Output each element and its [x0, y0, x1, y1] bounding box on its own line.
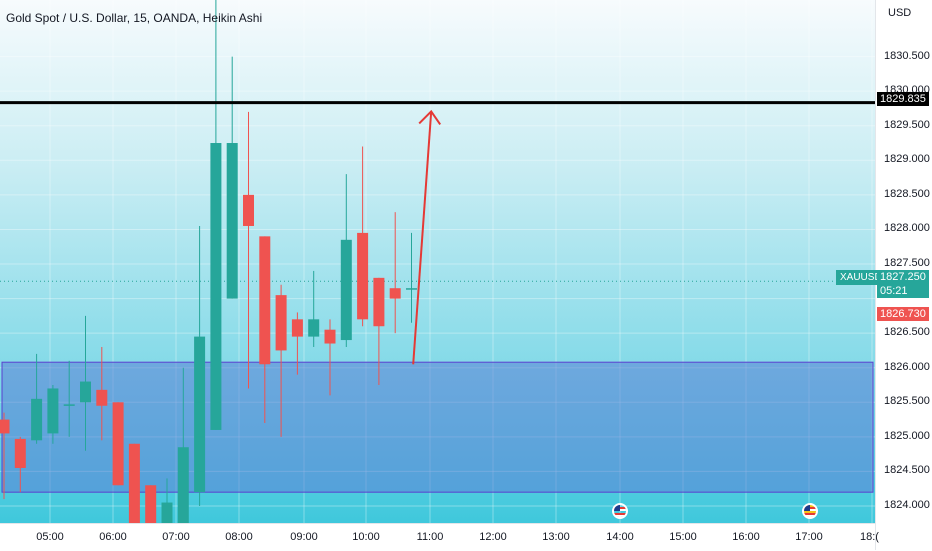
us-flag-icon[interactable] — [802, 503, 818, 519]
price-tick-label: 1825.500 — [884, 395, 930, 408]
price-tick-label: 1825.000 — [884, 429, 930, 442]
demand-zone-rectangle — [1, 361, 874, 493]
price-tick-label: 1827.500 — [884, 257, 930, 269]
time-tick-label: 07:00 — [162, 531, 190, 543]
candle-body — [340, 239, 352, 341]
candle-body — [291, 319, 303, 337]
price-tick-label: 1824.500 — [884, 464, 930, 477]
candle-body — [177, 447, 189, 523]
candle-body — [14, 438, 26, 468]
time-tick-label: 10:00 — [352, 531, 380, 543]
candle-body — [275, 295, 287, 351]
time-tick-label: 12:00 — [479, 531, 507, 543]
candle-body — [389, 288, 401, 299]
price-tick-label: 1829.500 — [884, 118, 930, 131]
projection-arrow-shaft — [412, 111, 433, 365]
price-tick-label: 1828.500 — [884, 187, 930, 200]
currency-label: USD — [888, 7, 912, 19]
countdown-timer: 05:21 — [880, 285, 908, 297]
candle-body — [259, 236, 271, 365]
candle-body — [145, 485, 157, 523]
time-tick-label: 08:00 — [225, 531, 253, 543]
price-tick-label: 1830.500 — [884, 49, 930, 62]
price-tick-label: 1826.500 — [884, 326, 930, 339]
candle-body — [0, 419, 10, 434]
candle-body — [357, 232, 369, 320]
time-axis[interactable] — [0, 523, 875, 551]
chart-canvas[interactable] — [0, 0, 875, 523]
time-tick-label: 11:00 — [416, 531, 444, 543]
candle-body — [243, 194, 254, 226]
price-tick-label: 1824.000 — [884, 499, 930, 511]
last-price-value: 1827.250 — [880, 271, 926, 283]
candle-body — [373, 277, 385, 327]
price-tick-label: 1829.000 — [884, 153, 930, 166]
projection-arrow-head — [418, 109, 442, 126]
candle-body — [161, 502, 173, 523]
us-flag-icon[interactable] — [612, 503, 628, 519]
price-tick-label: 1826.000 — [884, 360, 930, 373]
time-tick-label: 17:00 — [795, 531, 823, 543]
candle-body — [194, 336, 206, 493]
time-tick-label: 09:00 — [290, 531, 318, 543]
candle-body — [31, 398, 43, 441]
candle-body — [210, 143, 222, 430]
last-price-tag: 1827.250 05:21 — [877, 270, 929, 298]
candle-body — [226, 143, 238, 299]
candle-body — [112, 402, 124, 486]
time-tick-label: 15:00 — [669, 531, 697, 543]
resistance-price-tag: 1829.835 — [877, 92, 929, 106]
candle-body — [47, 388, 59, 434]
candle-body — [63, 404, 75, 406]
time-tick-label: 13:00 — [542, 531, 570, 543]
candle-body — [96, 389, 108, 406]
time-tick-label: 16:00 — [732, 531, 760, 543]
time-tick-label: 06:00 — [99, 531, 127, 543]
second-price-tag: 1826.730 — [877, 307, 929, 321]
candle-body — [128, 443, 140, 523]
time-tick-label: 14:00 — [606, 531, 634, 543]
time-tick-label: 18:( — [860, 531, 879, 543]
candle-body — [80, 381, 91, 403]
time-tick-label: 05:00 — [36, 531, 64, 543]
symbol-tag: XAUUSD — [836, 270, 886, 285]
candle-body — [324, 329, 336, 344]
candle-body — [308, 319, 320, 337]
chart-title: Gold Spot / U.S. Dollar, 15, OANDA, Heik… — [6, 11, 263, 25]
candle-body — [406, 288, 417, 290]
price-tick-label: 1828.000 — [884, 222, 930, 235]
